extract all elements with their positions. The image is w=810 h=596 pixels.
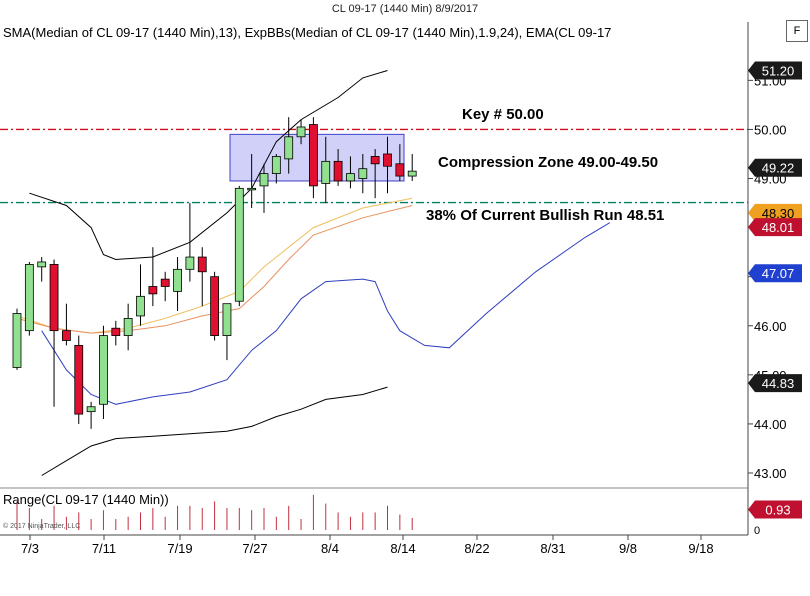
y-tick-label: 43.00 <box>754 466 787 481</box>
price-badge: 44.83 <box>748 374 802 393</box>
x-tick-label: 9/18 <box>688 541 713 556</box>
candle-body <box>234 187 244 302</box>
candle-body <box>86 406 96 413</box>
price-badge-label: 48.30 <box>762 206 795 221</box>
candle-body <box>62 330 71 341</box>
candle-body <box>259 173 269 187</box>
x-tick-label: 8/14 <box>390 541 415 556</box>
price-badge-shape <box>748 264 802 283</box>
candle-body <box>111 327 121 336</box>
price-badge-shape <box>748 218 802 237</box>
price-badge: 51.20 <box>748 61 802 80</box>
price-badge-label: 48.01 <box>762 220 795 235</box>
candle-body <box>123 317 133 336</box>
candle-body <box>407 170 417 177</box>
candle-body <box>308 124 318 187</box>
range-panel-label: Range(CL 09-17 (1440 Min)) <box>3 492 169 507</box>
x-tick-label: 8/4 <box>321 541 339 556</box>
candle-body <box>12 313 22 368</box>
candle-body <box>136 295 145 317</box>
price-badge-label: 44.83 <box>762 376 795 391</box>
price-badge-label: 0.93 <box>765 503 790 518</box>
candle-body <box>74 344 84 415</box>
candle-body <box>358 168 368 179</box>
candle-body <box>346 173 355 182</box>
candle-body <box>321 160 331 184</box>
price-badge-label: 51.20 <box>762 64 795 79</box>
price-badge-shape <box>748 500 802 519</box>
window-title: CL 09-17 (1440 Min) 8/9/2017 <box>331 3 479 15</box>
y-tick-label: 50.00 <box>754 122 787 137</box>
x-tick-label: 9/8 <box>619 541 637 556</box>
candle-body <box>185 256 195 270</box>
price-badge-shape <box>748 374 802 393</box>
price-badge-shape <box>748 61 802 80</box>
x-tick-label: 7/19 <box>167 541 192 556</box>
candle-body <box>370 156 380 165</box>
copyright-text: © 2017 NinjaTrader, LLC <box>3 523 81 530</box>
bb-upper-line <box>29 70 388 261</box>
x-tick-label: 7/3 <box>21 541 39 556</box>
candle-body <box>99 335 108 405</box>
fib-level-annotation: 38% Of Current Bullish Run 48.51 <box>426 207 665 224</box>
range-badge: 0.93 <box>748 500 802 519</box>
candle-body <box>24 264 34 332</box>
sma-line <box>16 205 413 334</box>
candle-body <box>395 163 405 177</box>
price-badge-label: 47.07 <box>762 266 795 281</box>
x-tick-label: 8/31 <box>540 541 565 556</box>
candle-body <box>333 160 343 182</box>
candle-body <box>383 153 392 167</box>
price-badge: 49.22 <box>748 158 802 177</box>
price-badge-shape <box>748 203 802 222</box>
candle-body <box>222 303 232 336</box>
x-tick-label: 8/22 <box>464 541 489 556</box>
range-axis-tick: 0 <box>754 525 760 537</box>
y-tick-label: 44.00 <box>754 417 787 432</box>
bb-mid-line <box>41 222 611 405</box>
candle-body <box>210 276 220 336</box>
x-tick-label: 7/27 <box>242 541 267 556</box>
compression-zone-annotation: Compression Zone 49.00-49.50 <box>438 154 659 171</box>
candle-body <box>197 256 207 273</box>
candle-body <box>173 268 182 292</box>
candle-body <box>271 156 281 175</box>
y-tick-label: 46.00 <box>754 319 787 334</box>
candle-body <box>49 264 59 332</box>
price-badge-shape <box>748 158 802 177</box>
x-tick-label: 7/11 <box>92 541 116 556</box>
candle-body <box>37 261 47 268</box>
price-badge-label: 49.22 <box>762 161 795 176</box>
key-level-annotation: Key # 50.00 <box>462 106 544 123</box>
candle-body <box>296 126 306 138</box>
price-panel-label: SMA(Median of CL 09-17 (1440 Min),13), E… <box>3 25 612 40</box>
price-badge: 48.30 <box>748 203 802 222</box>
candle-body <box>148 286 158 295</box>
price-badge: 48.01 <box>748 218 802 237</box>
candle-body <box>247 187 257 191</box>
candle-body <box>160 278 170 287</box>
price-badge: 47.07 <box>748 264 802 283</box>
bb-lower-line <box>41 386 388 476</box>
format-button[interactable]: F <box>786 20 808 42</box>
candle-body <box>284 136 294 160</box>
